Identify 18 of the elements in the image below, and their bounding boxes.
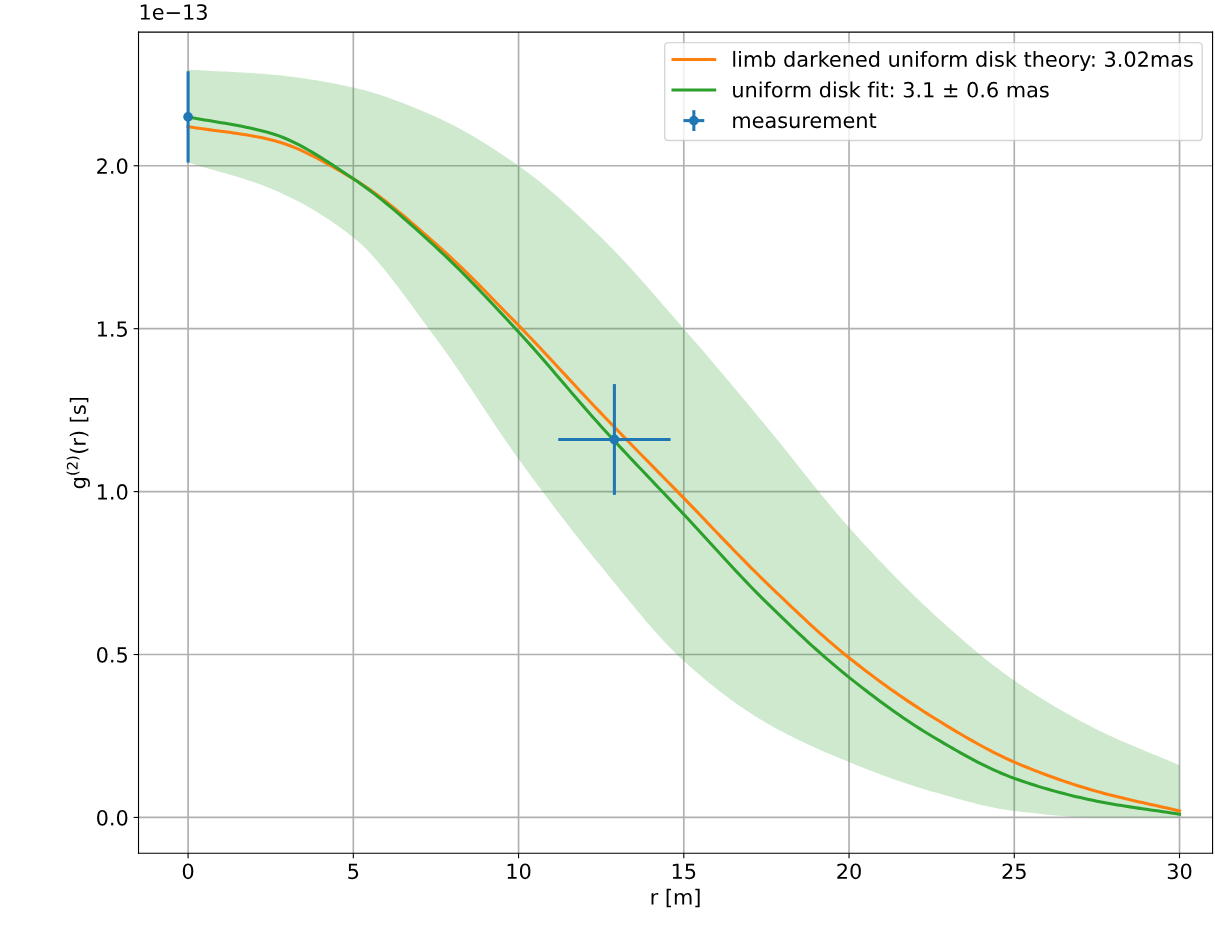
legend-label: measurement xyxy=(733,113,877,129)
x-tick-label: 25 xyxy=(1002,863,1026,880)
x-tick-label: 20 xyxy=(837,863,861,880)
x-tick-label: 15 xyxy=(672,863,696,880)
x-tick-label: 10 xyxy=(507,863,531,880)
y-tick-label: 2.0 xyxy=(97,158,128,174)
y-axis-title: g$^{(2)}$(r) [s] xyxy=(66,397,90,489)
y-tick-label: 1.0 xyxy=(97,484,128,500)
legend-label: limb darkened uniform disk theory: 3.02mas xyxy=(733,50,1193,72)
y-tick-label: 1.5 xyxy=(97,321,127,337)
y-tick-label: 0.0 xyxy=(97,809,128,826)
text: 1e−13 xyxy=(140,4,207,20)
x-tick-label: 30 xyxy=(1167,863,1192,880)
x-tick-label: 0 xyxy=(182,863,194,880)
x-tick-label: 5 xyxy=(348,863,359,880)
y-tick-label: 0.5 xyxy=(97,646,127,663)
x-axis-title: r [m] xyxy=(651,888,700,908)
legend-label: uniform disk fit: 3.1 ± 0.6 mas xyxy=(733,81,1049,98)
